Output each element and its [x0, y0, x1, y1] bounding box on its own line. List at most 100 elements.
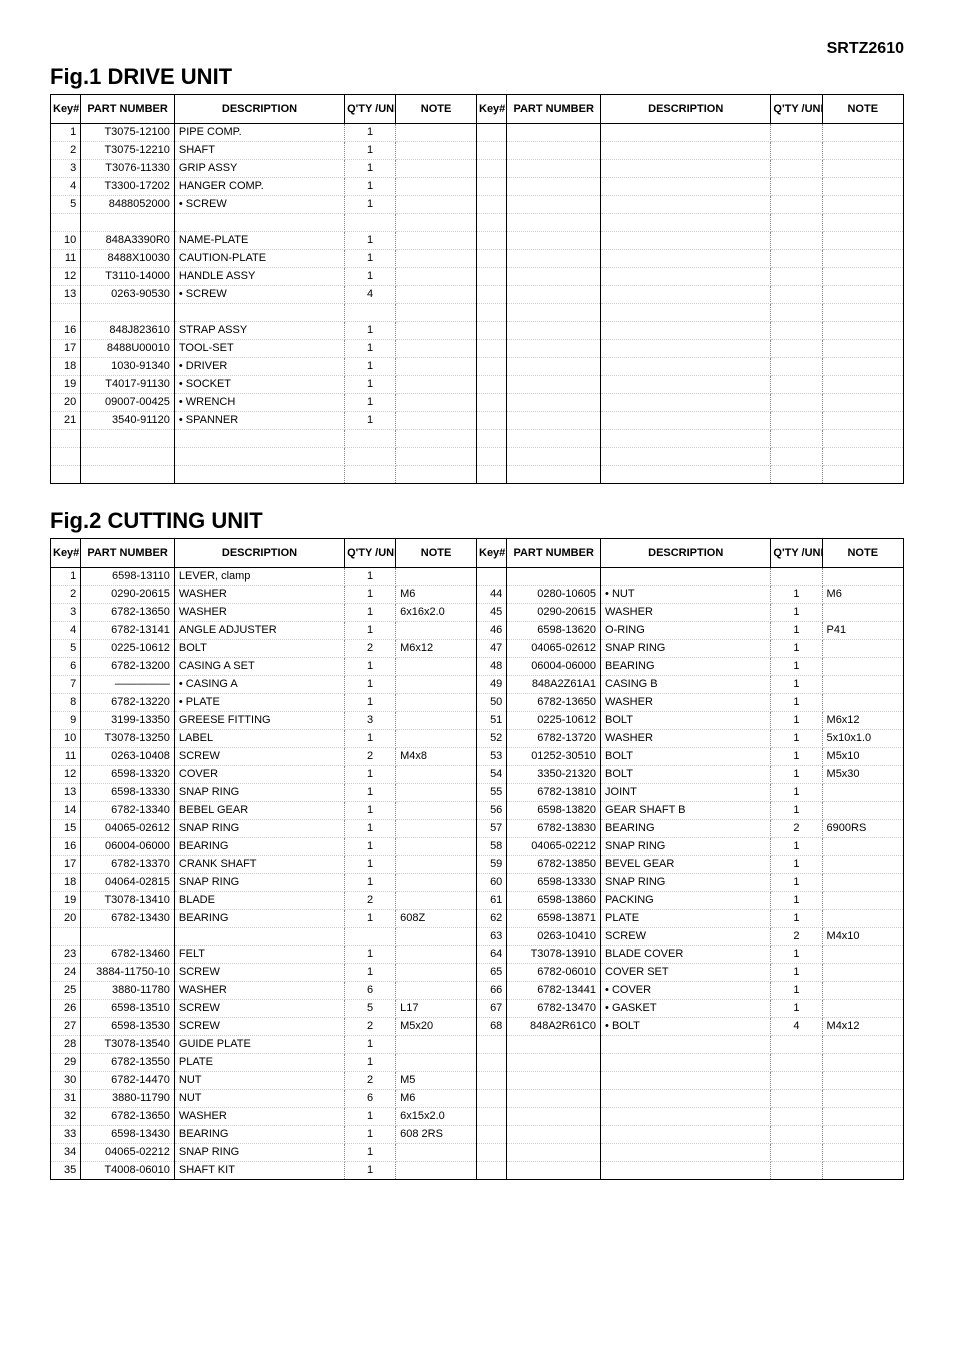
- cell-part: T3078-13910: [507, 945, 601, 963]
- table-row: 59 6782-13850 BEVEL GEAR 1: [477, 855, 903, 873]
- cell-qty: 1: [345, 603, 396, 621]
- cell-note: M6x12: [822, 711, 903, 729]
- table-row: 30 6782-14470 NUT 2 M5: [51, 1071, 477, 1089]
- cell-part: 3884-11750-10: [81, 963, 175, 981]
- cell-note: [822, 855, 903, 873]
- cell-qty: 1: [771, 891, 822, 909]
- cell-desc: WASHER: [601, 603, 771, 621]
- cell-key: 14: [51, 801, 81, 819]
- cell-desc: JOINT: [601, 783, 771, 801]
- cell-desc: LEVER, clamp: [174, 567, 344, 585]
- cell-qty: 1: [771, 999, 822, 1017]
- cell-part: 6598-13871: [507, 909, 601, 927]
- cell-qty: 1: [771, 657, 822, 675]
- table-row-blank: .: [477, 177, 903, 195]
- cell-desc: SCREW: [174, 747, 344, 765]
- cell-part: 0290-20615: [81, 585, 175, 603]
- cell-desc: PIPE COMP.: [174, 123, 344, 141]
- table-row-blank: .: [477, 447, 903, 465]
- cell-note: 5x10x1.0: [822, 729, 903, 747]
- cell-key: 16: [51, 321, 81, 339]
- cell-part: 6782-13370: [81, 855, 175, 873]
- cell-desc: BEARING: [174, 837, 344, 855]
- cell-qty: 1: [345, 693, 396, 711]
- cell-qty: 6: [345, 981, 396, 999]
- cell-part: —————: [81, 675, 175, 693]
- col-header-part: PART NUMBER: [507, 539, 601, 567]
- table-row-blank: .: [477, 465, 903, 483]
- cell-desc: BEARING: [174, 909, 344, 927]
- col-header-key: Key#: [477, 95, 507, 123]
- cell-desc: FELT: [174, 945, 344, 963]
- table-row-blank: .: [477, 123, 903, 141]
- table-row: 47 04065-02612 SNAP RING 1: [477, 639, 903, 657]
- cell-qty: 1: [345, 321, 396, 339]
- cell-desc: BEARING: [174, 1125, 344, 1143]
- cell-part: T3110-14000: [81, 267, 175, 285]
- cell-key: 46: [477, 621, 507, 639]
- table-row-blank: .: [477, 1035, 903, 1053]
- table-row: 20 6782-13430 BEARING 1 608Z: [51, 909, 477, 927]
- table-row-blank: .: [477, 1053, 903, 1071]
- cell-qty: 1: [771, 963, 822, 981]
- cell-part: 0225-10612: [81, 639, 175, 657]
- cell-note: [822, 945, 903, 963]
- cell-note: M4x10: [822, 927, 903, 945]
- cell-note: [396, 801, 477, 819]
- cell-key: 62: [477, 909, 507, 927]
- cell-desc: ANGLE ADJUSTER: [174, 621, 344, 639]
- cell-key: 67: [477, 999, 507, 1017]
- cell-part: 0263-90530: [81, 285, 175, 303]
- cell-key: 33: [51, 1125, 81, 1143]
- cell-note: [396, 819, 477, 837]
- cell-note: [396, 357, 477, 375]
- cell-note: [396, 177, 477, 195]
- cell-desc: • GASKET: [601, 999, 771, 1017]
- table-row: 62 6598-13871 PLATE 1: [477, 909, 903, 927]
- cell-note: [396, 1161, 477, 1179]
- cell-desc: • BOLT: [601, 1017, 771, 1035]
- cell-note: [396, 891, 477, 909]
- table-row: 17 8488U00010 TOOL-SET 1: [51, 339, 477, 357]
- cell-part: T4008-06010: [81, 1161, 175, 1179]
- table-row: 65 6782-06010 COVER SET 1: [477, 963, 903, 981]
- cell-qty: 1: [771, 801, 822, 819]
- parts-table-left: Key# PART NUMBER DESCRIPTION Q'TY /UNIT …: [51, 539, 477, 1179]
- cell-part: 848A3390R0: [81, 231, 175, 249]
- cell-qty: 1: [345, 945, 396, 963]
- cell-key: 30: [51, 1071, 81, 1089]
- cell-note: [396, 675, 477, 693]
- cell-qty: 1: [345, 783, 396, 801]
- table-row: 5 8488052000 • SCREW 1: [51, 195, 477, 213]
- cell-part: 0290-20615: [507, 603, 601, 621]
- table-row: 23 6782-13460 FELT 1: [51, 945, 477, 963]
- table-row-blank: .: [477, 249, 903, 267]
- cell-key: 47: [477, 639, 507, 657]
- cell-key: 17: [51, 855, 81, 873]
- cell-note: [396, 249, 477, 267]
- cell-desc: TOOL-SET: [174, 339, 344, 357]
- table-row: 5 0225-10612 BOLT 2 M6x12: [51, 639, 477, 657]
- cell-part: 6598-13530: [81, 1017, 175, 1035]
- cell-desc: BOLT: [174, 639, 344, 657]
- cell-key: 57: [477, 819, 507, 837]
- cell-note: [822, 693, 903, 711]
- cell-part: 6782-13830: [507, 819, 601, 837]
- cell-part: 0225-10612: [507, 711, 601, 729]
- cell-key: 16: [51, 837, 81, 855]
- table-row: 25 3880-11780 WASHER 6: [51, 981, 477, 999]
- cell-key: 44: [477, 585, 507, 603]
- cell-part: T3075-12210: [81, 141, 175, 159]
- cell-key: 66: [477, 981, 507, 999]
- cell-note: M5x30: [822, 765, 903, 783]
- cell-part: T3078-13410: [81, 891, 175, 909]
- cell-note: [822, 981, 903, 999]
- cell-note: [396, 285, 477, 303]
- table-row: 3 T3076-11330 GRIP ASSY 1: [51, 159, 477, 177]
- cell-part: 6598-13860: [507, 891, 601, 909]
- parts-table-wrap: Key# PART NUMBER DESCRIPTION Q'TY /UNIT …: [50, 538, 904, 1180]
- table-row: 66 6782-13441 • COVER 1: [477, 981, 903, 999]
- cell-qty: 1: [345, 231, 396, 249]
- cell-key: 68: [477, 1017, 507, 1035]
- cell-desc: COVER: [174, 765, 344, 783]
